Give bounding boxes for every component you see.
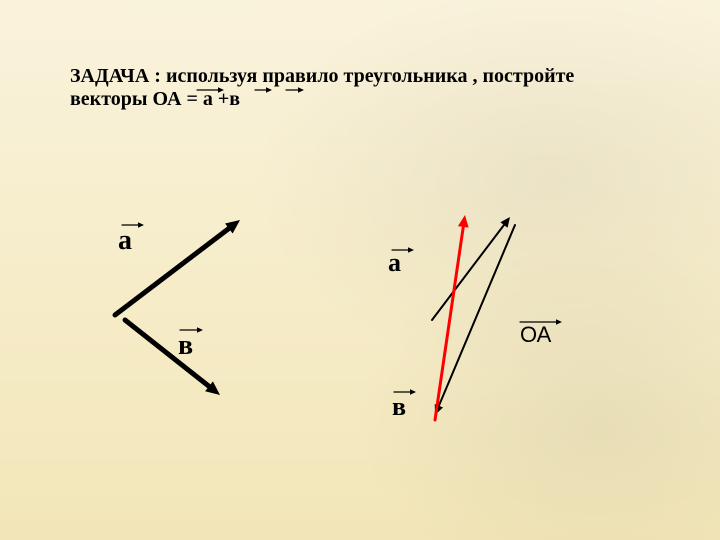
title-vector-mark-1-head-icon [266, 87, 272, 92]
diagram-stage: ЗАДАЧА : используя правило треугольника … [0, 0, 720, 540]
vector-oa-head-icon [458, 215, 469, 228]
title-vector-mark-0-head-icon [218, 87, 224, 92]
vectors-svg [0, 0, 720, 540]
a-left-label-overline-head-icon [138, 222, 144, 227]
a-right-label: а [388, 248, 401, 278]
a-left-label: а [118, 225, 132, 257]
vector-a-left-line [115, 228, 229, 315]
vector-a-right-line [432, 225, 504, 320]
title-vector-mark-2-head-icon [298, 87, 304, 92]
vector-a-right-head-icon [500, 217, 510, 228]
b-right-label-overline-head-icon [410, 389, 416, 394]
oa-label: ОА [520, 322, 551, 348]
vector-oa-line [435, 227, 463, 420]
b-right-label: в [392, 392, 406, 422]
oa-label-overline-head-icon [556, 319, 562, 324]
a-right-label-overline-head-icon [408, 247, 414, 252]
b-left-label: в [178, 330, 193, 362]
b-left-label-overline-head-icon [197, 327, 203, 332]
